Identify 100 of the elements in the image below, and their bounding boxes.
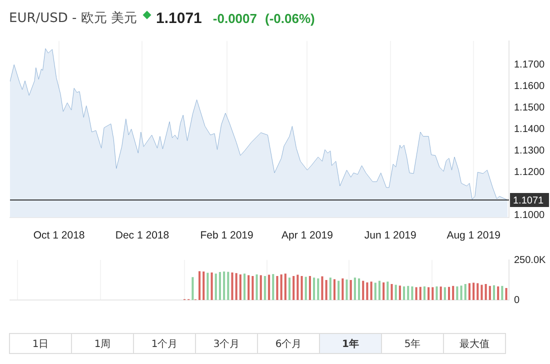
x-tick-label: Feb 1 2019 — [200, 230, 254, 242]
bar — [276, 276, 278, 300]
bar — [268, 274, 270, 300]
bar — [227, 272, 230, 300]
bar — [214, 274, 217, 300]
bar — [390, 284, 393, 300]
bar — [448, 286, 450, 300]
text: 最大值 — [443, 333, 506, 354]
y-tick-label: 1.1300 — [514, 145, 546, 156]
bar — [264, 276, 266, 300]
bar — [354, 278, 356, 300]
bar — [444, 287, 446, 300]
bar — [308, 276, 311, 300]
bar — [235, 273, 238, 300]
bar — [460, 286, 462, 300]
text: 1.1071 — [156, 10, 202, 26]
bar — [243, 274, 246, 300]
bar — [370, 282, 372, 300]
ref-line-label: 1.1071 — [513, 196, 544, 207]
text: -0.0007 — [212, 10, 257, 26]
text: 1日 — [9, 333, 72, 354]
x-tick-label: Oct 1 2018 — [33, 230, 85, 242]
bar — [374, 282, 376, 300]
x-tick-label: Dec 1 2018 — [115, 230, 170, 242]
bar — [260, 275, 262, 300]
bar — [411, 286, 414, 300]
bar — [476, 283, 479, 300]
bar — [480, 284, 483, 300]
bar — [505, 288, 508, 300]
bar — [394, 284, 397, 300]
bar — [218, 272, 221, 300]
bar — [304, 276, 307, 300]
bar — [432, 287, 434, 300]
y-tick-label: 1.1600 — [514, 80, 546, 92]
bar — [440, 286, 442, 300]
bar — [313, 278, 316, 300]
bar — [272, 274, 274, 300]
text: 1周 — [71, 333, 134, 354]
bar — [436, 286, 438, 300]
bar — [350, 280, 352, 300]
y-tick-label: 250.0K — [514, 254, 546, 266]
bar — [386, 282, 389, 300]
bar — [472, 282, 475, 300]
bar — [468, 283, 470, 300]
bar — [366, 282, 368, 300]
bar — [202, 272, 205, 300]
text: 6个月 — [257, 333, 320, 354]
bar — [452, 286, 454, 300]
text: 1个月 — [133, 333, 196, 354]
text: 1年 — [319, 333, 382, 354]
bar — [329, 278, 332, 300]
bar — [317, 278, 320, 300]
text: (-0.06%) — [265, 10, 315, 26]
bar — [288, 278, 291, 300]
bar — [456, 286, 458, 300]
bar — [206, 272, 209, 300]
bar — [407, 286, 410, 300]
x-tick-label: Jun 1 2019 — [364, 230, 417, 242]
bar — [338, 280, 340, 300]
bar — [464, 284, 466, 300]
bar — [398, 286, 401, 300]
bar — [280, 274, 282, 300]
bar — [428, 287, 430, 300]
bar — [284, 274, 286, 300]
y-tick-label: 1.1000 — [514, 210, 546, 221]
bar — [419, 286, 422, 300]
bar — [192, 277, 194, 300]
y-tick-label: 0 — [514, 294, 520, 306]
bar — [378, 280, 380, 300]
x-tick-label: Aug 1 2019 — [446, 230, 501, 242]
bar — [342, 278, 344, 300]
bar — [415, 287, 418, 300]
bar — [362, 280, 364, 300]
x-tick-label: Apr 1 2019 — [282, 230, 334, 242]
bar — [252, 276, 254, 300]
bar — [239, 274, 242, 300]
chart-title: EUR/USD - 欧元 美元 — [9, 10, 138, 27]
bar — [321, 276, 324, 300]
bar — [501, 286, 504, 300]
bar — [256, 274, 258, 300]
bar — [492, 285, 496, 300]
bar — [423, 286, 426, 300]
bar — [300, 276, 303, 300]
y-tick-label: 1.1500 — [514, 102, 546, 114]
bar — [382, 282, 385, 300]
bar — [333, 279, 336, 300]
bar — [358, 278, 360, 300]
y-tick-label: 1.1400 — [514, 124, 546, 135]
bar — [497, 286, 500, 300]
text: 3个月 — [195, 333, 258, 354]
bar — [402, 286, 406, 300]
bar — [488, 286, 491, 300]
bar — [231, 272, 234, 300]
bar — [248, 275, 250, 300]
bar — [484, 284, 487, 300]
bar — [346, 280, 348, 300]
bar — [210, 272, 213, 300]
y-tick-label: 1.1200 — [514, 166, 546, 178]
bar — [325, 280, 328, 300]
y-tick-label: 1.1700 — [514, 59, 546, 70]
